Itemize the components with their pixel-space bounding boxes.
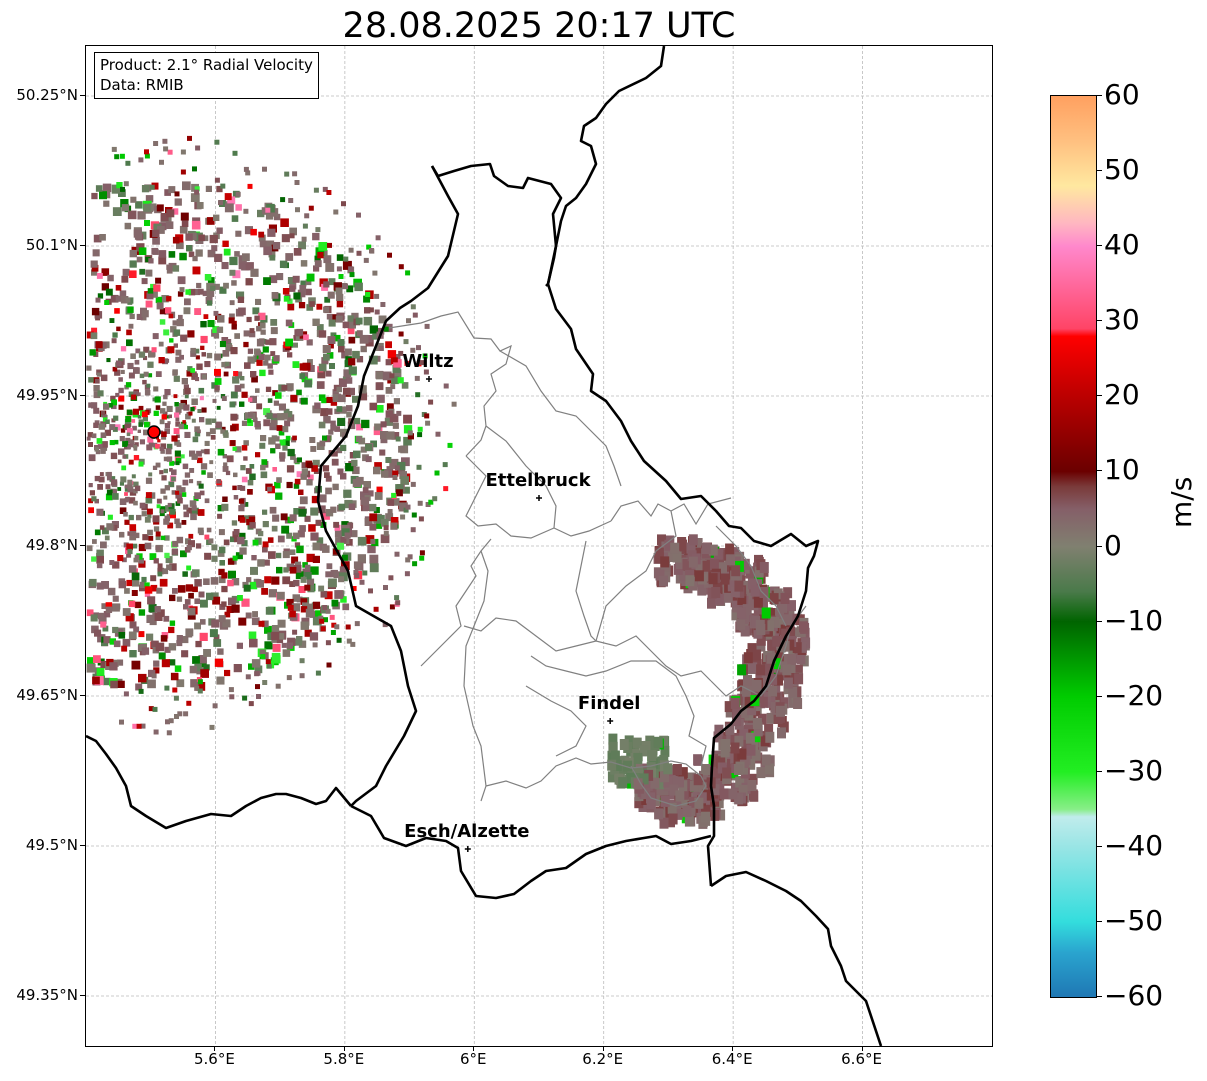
canton-boundary [575, 540, 597, 642]
lon-tick-label: 6.4°E [711, 1050, 753, 1068]
data-source-label: Data: RMIB [100, 76, 184, 94]
city-label: Esch/Alzette [404, 821, 530, 842]
colorbar-tick-label: −50 [1104, 903, 1164, 937]
city-marker [607, 718, 614, 724]
lat-tick-mark [80, 245, 85, 246]
canton-boundary [630, 765, 707, 807]
map-panel [85, 45, 993, 1047]
colorbar-tick-mark [1096, 470, 1102, 472]
lon-tick-mark [343, 1046, 345, 1051]
colorbar-gradient [1051, 96, 1096, 997]
canton-boundary [499, 350, 622, 487]
lat-tick-mark [80, 545, 85, 546]
border-germany-luxembourg [430, 162, 820, 887]
canton-boundary [610, 497, 732, 526]
lon-tick-mark [861, 1046, 863, 1051]
city-marker [425, 376, 432, 382]
lat-tick-label: 49.35°N [16, 986, 78, 1004]
colorbar-tick-label: 0 [1104, 528, 1122, 562]
border-germany-belgium [545, 46, 666, 287]
lon-tick-label: 5.6°E [194, 1050, 235, 1068]
lon-tick-mark [473, 1046, 475, 1051]
colorbar-tick-mark [1096, 395, 1102, 397]
lat-tick-mark [80, 95, 85, 96]
canton-boundary [465, 455, 612, 539]
colorbar-tick-mark [1096, 170, 1102, 172]
border-belgium-luxembourg [316, 165, 460, 807]
lon-tick-label: 5.8°E [323, 1050, 365, 1068]
colorbar-tick-mark [1096, 245, 1102, 247]
canton-boundary [388, 311, 512, 457]
colorbar-tick-label: 10 [1104, 453, 1140, 487]
canton-boundary [525, 685, 587, 757]
colorbar-tick-mark [1096, 620, 1102, 622]
colorbar-unit-label: m/s [1165, 476, 1198, 528]
lon-tick-mark [732, 1046, 734, 1051]
lat-tick-mark [80, 695, 85, 696]
city-markers [425, 376, 614, 852]
lat-tick-label: 50.25°N [16, 86, 78, 104]
colorbar-tick-label: 30 [1104, 303, 1140, 337]
canton-boundary [485, 425, 557, 529]
lon-tick-label: 6.6°E [841, 1050, 882, 1068]
colorbar-tick-label: −20 [1104, 678, 1164, 712]
canton-boundary [463, 550, 489, 802]
colorbar-tick-mark [1096, 695, 1102, 697]
radar-site-marker [147, 425, 161, 439]
colorbar-tick-label: 50 [1104, 153, 1140, 187]
lat-tick-label: 49.95°N [16, 386, 78, 404]
colorbar-tick-mark [1096, 996, 1102, 997]
colorbar-tick-mark [1096, 920, 1102, 922]
lon-tick-label: 6.2°E [582, 1050, 624, 1068]
border-france-germany [710, 870, 883, 1046]
border-belgium-france [86, 734, 352, 830]
colorbar-tick-mark [1096, 845, 1102, 847]
lon-tick-mark [214, 1046, 216, 1051]
canton-boundary [715, 525, 787, 627]
city-label: Wiltz [402, 351, 454, 372]
city-marker [536, 495, 542, 501]
radar-velocity-echoes [86, 135, 811, 829]
colorbar-tick-label: 20 [1104, 378, 1140, 412]
colorbar-tick-label: −30 [1104, 753, 1164, 787]
colorbar-tick-label: −60 [1104, 979, 1164, 1012]
colorbar [1050, 95, 1097, 998]
colorbar-tick-mark [1096, 770, 1102, 772]
lat-tick-label: 49.65°N [16, 686, 78, 704]
colorbar-tick-label: 40 [1104, 228, 1140, 262]
product-info-box: Product: 2.1° Radial Velocity Data: RMIB [94, 52, 319, 99]
product-label: Product: 2.1° Radial Velocity [100, 56, 313, 74]
lat-tick-label: 49.5°N [25, 836, 78, 854]
canton-boundary [530, 655, 707, 767]
canton-boundaries [388, 311, 807, 807]
city-label: Findel [577, 693, 641, 714]
chart-title: 28.08.2025 20:17 UTC [342, 6, 736, 46]
colorbar-tick-mark [1096, 320, 1102, 322]
border-france-luxembourg [350, 804, 712, 900]
lat-tick-label: 49.8°N [25, 536, 78, 554]
graticule [86, 46, 992, 1046]
colorbar-tick-label: −10 [1104, 603, 1164, 637]
country-borders [86, 46, 883, 1046]
canton-boundary [595, 510, 677, 642]
map-canvas [86, 46, 992, 1046]
city-label: Ettelbruck [485, 470, 591, 491]
colorbar-tick-mark [1096, 95, 1102, 96]
lon-tick-mark [602, 1046, 604, 1051]
lon-tick-label: 6°E [460, 1050, 487, 1068]
city-marker [464, 846, 471, 852]
colorbar-fill [1051, 96, 1096, 997]
colorbar-tick-label: 60 [1104, 78, 1140, 111]
lat-tick-label: 50.1°N [25, 236, 78, 254]
colorbar-tick-mark [1096, 545, 1102, 547]
canton-boundary [420, 538, 492, 667]
colorbar-tick-label: −40 [1104, 828, 1164, 862]
canton-boundary [485, 757, 702, 789]
lat-tick-mark [80, 995, 85, 996]
lat-tick-mark [80, 395, 85, 396]
lat-tick-mark [80, 845, 85, 846]
